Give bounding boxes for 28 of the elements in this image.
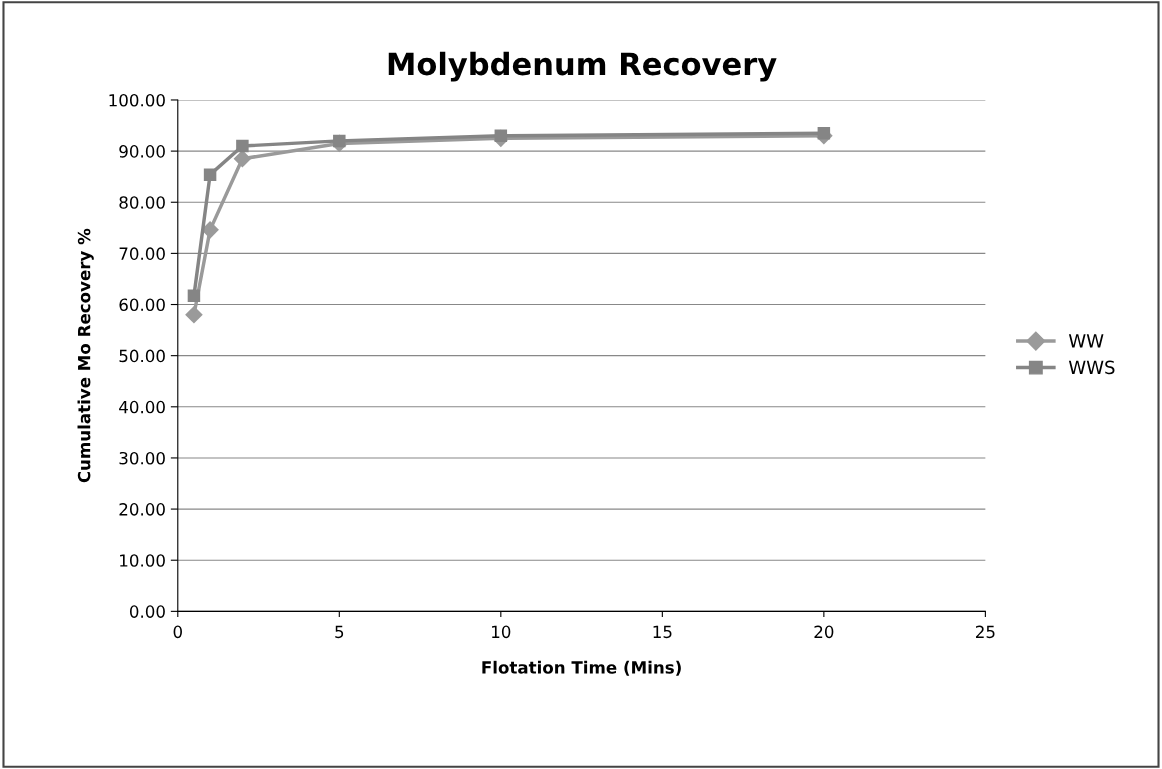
x-axis-title: Flotation Time (Mins) xyxy=(482,660,681,676)
point xyxy=(187,289,201,303)
y-axis-title: Cumulative Mo Recovery % xyxy=(77,228,94,483)
y-tick-label: 70.00 xyxy=(119,247,165,260)
y-tick-label: 0.00 xyxy=(129,605,165,618)
point xyxy=(817,126,831,140)
x-tick-label: 5 xyxy=(335,625,344,639)
point xyxy=(185,305,203,324)
y-tick-label: 90.00 xyxy=(119,145,165,158)
legend-label: WW xyxy=(1068,334,1104,348)
y-tick-label: 20.00 xyxy=(119,503,165,516)
point xyxy=(203,168,217,181)
y-tick-label: 30.00 xyxy=(119,451,165,465)
x-tick-label: 10 xyxy=(492,625,511,639)
x-tick-label: 15 xyxy=(653,625,672,639)
y-tick-label: 60.00 xyxy=(119,298,165,312)
point xyxy=(494,129,508,143)
chart-title: Molybdenum Recovery xyxy=(388,51,777,82)
y-tick-label: 50.00 xyxy=(119,349,165,363)
legend-label: WWS xyxy=(1068,360,1115,375)
x-tick-label: 25 xyxy=(975,625,995,639)
y-tick-label: 10.00 xyxy=(120,554,165,567)
y-tick-label: 80.00 xyxy=(119,196,165,209)
y-tick-label: 100.00 xyxy=(109,93,165,107)
point xyxy=(236,139,249,153)
y-tick-label: 40.00 xyxy=(119,400,165,414)
x-tick-label: 0 xyxy=(173,625,182,639)
x-tick-label: 20 xyxy=(814,625,834,639)
